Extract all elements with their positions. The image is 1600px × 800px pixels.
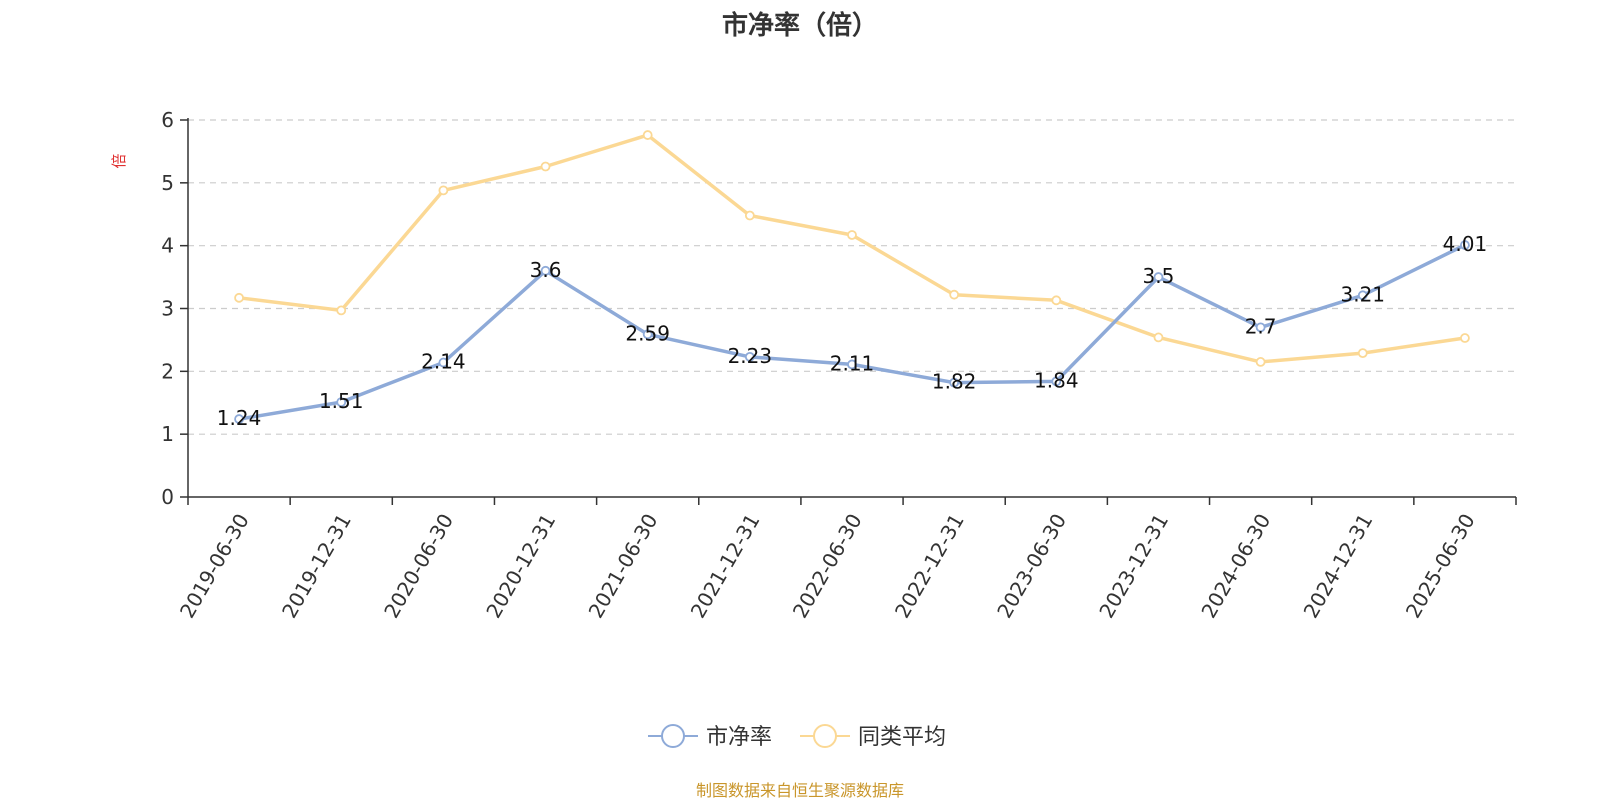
y-tick-label-0: 0 — [161, 485, 174, 509]
data-label: 1.84 — [1034, 368, 1079, 392]
data-label: 1.24 — [217, 406, 262, 430]
point-series-1 — [336, 305, 347, 316]
legend[interactable]: 市净率 同类平均 — [648, 724, 946, 750]
point-series-0 — [540, 265, 551, 276]
grid-lines — [188, 119, 1516, 435]
y-tick-label-5: 5 — [161, 171, 174, 195]
data-label: 1.82 — [932, 370, 977, 394]
x-tick-label: 2022-12-31 — [890, 509, 969, 622]
x-tick-label: 2025-06-30 — [1401, 510, 1480, 623]
legend-marker-icon — [813, 724, 837, 748]
point-series-1 — [540, 161, 551, 172]
data-label: 3.6 — [530, 258, 562, 282]
point-series-1 — [1051, 295, 1062, 306]
y-tick-label-3: 3 — [161, 297, 174, 321]
point-series-1 — [1460, 333, 1470, 343]
data-label: 3.5 — [1143, 264, 1175, 288]
point-series-0 — [1153, 272, 1164, 282]
data-label: 1.51 — [319, 389, 364, 413]
data-label: 2.23 — [728, 344, 773, 368]
point-series-0 — [949, 377, 960, 388]
y-tick-label-4: 4 — [161, 234, 174, 258]
x-tick-label: 2019-06-30 — [175, 510, 254, 623]
x-tick-label: 2021-12-31 — [686, 510, 765, 623]
y-tick-label-6: 6 — [161, 108, 174, 132]
y-axis-unit-label: 倍 — [110, 153, 128, 168]
point-series-1 — [1153, 332, 1164, 343]
point-series-1 — [847, 230, 857, 240]
series-line-0 — [238, 243, 1466, 421]
point-series-1 — [1357, 348, 1368, 359]
y-tick-label-2: 2 — [161, 359, 174, 383]
x-tick-label: 2022-06-30 — [788, 510, 867, 623]
data-label: 2.59 — [625, 321, 670, 345]
point-series-1 — [438, 185, 449, 196]
point-series-0 — [1255, 322, 1266, 333]
point-series-1 — [234, 292, 244, 303]
chart-title: 市净率（倍） — [722, 10, 878, 41]
x-tick-label: 2023-12-31 — [1094, 510, 1173, 623]
x-tick-label: 2020-12-31 — [481, 510, 560, 623]
x-tick-label: 2019-12-31 — [277, 510, 356, 623]
data-label: 3.21 — [1341, 282, 1386, 306]
point-series-0 — [847, 359, 857, 370]
data-label: 2.7 — [1245, 314, 1277, 338]
data-label: 2.14 — [421, 350, 466, 374]
x-tick-label: 2020-06-30 — [379, 510, 458, 623]
point-series-0 — [438, 357, 449, 368]
x-tick-label: 2024-12-31 — [1299, 510, 1378, 623]
point-series-0 — [744, 351, 755, 362]
x-tick-label: 2021-06-30 — [584, 510, 663, 623]
legend-marker-icon — [661, 724, 685, 748]
y-tick-label-1: 1 — [161, 422, 174, 446]
point-series-1 — [744, 210, 755, 221]
data-labels: 1.24 1.51 2.14 3.6 2.59 2.23 2.11 1.82 1.84 3.5 2.… — [217, 232, 1487, 430]
point-series-0 — [1357, 290, 1368, 301]
legend-label: 同类平均 — [858, 725, 946, 750]
series-line-1 — [238, 133, 1466, 364]
data-label: 4.01 — [1443, 232, 1488, 256]
point-series-1 — [949, 289, 960, 300]
legend-item-0[interactable]: 市净率 — [648, 724, 772, 750]
data-points — [234, 130, 1470, 424]
point-series-1 — [642, 130, 653, 140]
legend-label: 市净率 — [706, 725, 772, 750]
point-series-0 — [642, 329, 653, 340]
x-tick-label: 2024-06-30 — [1196, 510, 1275, 623]
series-lines — [238, 133, 1466, 421]
point-series-0 — [1460, 240, 1470, 250]
legend-item-1[interactable]: 同类平均 — [800, 724, 946, 750]
point-series-0 — [1051, 376, 1062, 387]
point-series-0 — [234, 414, 244, 424]
point-series-0 — [336, 397, 347, 408]
point-series-1 — [1255, 357, 1266, 367]
x-tick-label: 2023-06-30 — [992, 510, 1071, 623]
data-label: 2.11 — [830, 351, 875, 375]
source-note: 制图数据来自恒生聚源数据库 — [696, 781, 904, 800]
